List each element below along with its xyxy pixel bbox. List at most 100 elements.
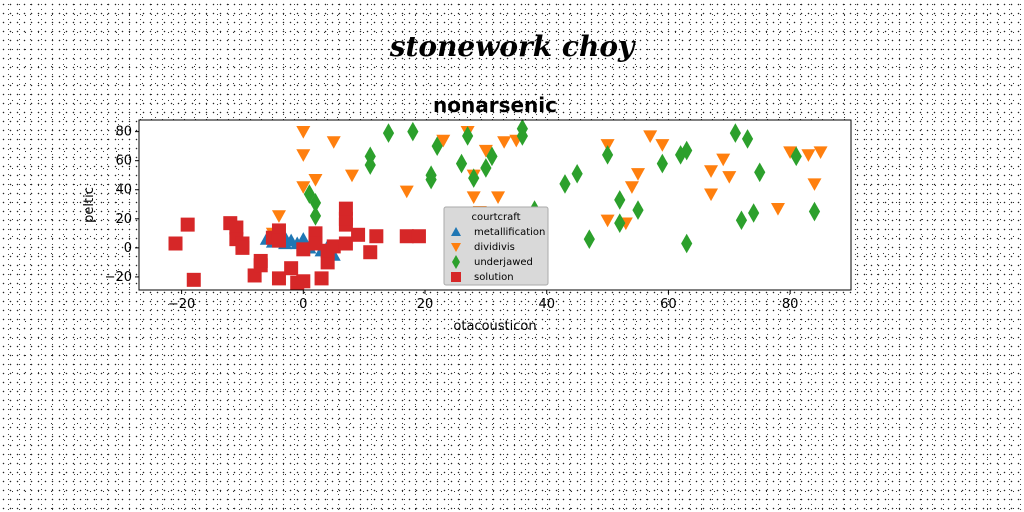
data-point xyxy=(790,146,802,167)
data-point xyxy=(704,188,719,202)
data-point xyxy=(296,126,311,139)
x-tick-label: 40 xyxy=(538,297,555,312)
data-point xyxy=(399,229,414,244)
data-point xyxy=(296,242,311,257)
data-point xyxy=(309,206,322,226)
data-point xyxy=(735,210,748,231)
data-point xyxy=(399,185,414,199)
data-point xyxy=(770,203,785,216)
legend-marker-underjawed xyxy=(452,255,460,269)
legend-label: underjawed xyxy=(474,257,533,268)
data-point xyxy=(364,155,376,175)
data-point xyxy=(466,191,481,205)
y-tick-label: 80 xyxy=(115,125,132,140)
legend-box xyxy=(443,206,549,286)
legend-title: courtcraft xyxy=(472,212,521,223)
data-point xyxy=(271,233,286,248)
data-point xyxy=(624,181,639,194)
data-point xyxy=(186,272,201,287)
data-point xyxy=(486,146,498,167)
y-tick-label: −20 xyxy=(105,270,132,285)
x-tick-label: 80 xyxy=(782,297,799,312)
data-point xyxy=(601,145,614,165)
data-point xyxy=(807,178,822,191)
data-point xyxy=(516,118,528,139)
data-point xyxy=(436,134,451,148)
chart-title: nonarsenic xyxy=(433,93,557,117)
legend-label: solution xyxy=(474,272,514,283)
figure-title: stonework choy xyxy=(389,30,635,63)
data-point xyxy=(478,144,493,158)
data-point xyxy=(382,123,395,143)
data-point xyxy=(722,171,737,184)
data-point xyxy=(632,200,644,220)
data-point xyxy=(308,236,323,251)
data-point xyxy=(411,229,426,244)
data-point xyxy=(729,123,741,143)
data-point xyxy=(583,229,595,249)
legend: courtcraft metallification dividivis under… xyxy=(443,206,549,286)
data-point xyxy=(351,227,366,242)
data-point xyxy=(284,261,299,276)
data-point xyxy=(480,158,492,178)
legend-marker-solution xyxy=(451,272,461,282)
data-point xyxy=(614,190,626,210)
data-point xyxy=(309,193,322,213)
data-point xyxy=(303,184,315,204)
y-tick-label: 0 xyxy=(124,241,132,256)
data-point xyxy=(681,140,693,161)
data-point xyxy=(407,121,419,142)
data-point xyxy=(559,174,571,194)
data-point xyxy=(614,213,626,233)
data-point xyxy=(808,201,821,222)
data-point xyxy=(468,168,480,188)
y-tick-label: 40 xyxy=(115,183,132,198)
data-point xyxy=(326,136,341,149)
data-point xyxy=(235,240,250,255)
data-point xyxy=(338,201,353,216)
series-solution xyxy=(168,201,426,290)
data-point xyxy=(431,136,443,156)
data-point xyxy=(338,236,353,251)
legend-label: metallification xyxy=(474,227,545,238)
data-point xyxy=(716,153,731,167)
legend-label: dividivis xyxy=(474,242,515,253)
data-point xyxy=(748,203,760,223)
data-point xyxy=(783,146,798,159)
data-point xyxy=(631,168,646,181)
y-axis-label: peltic xyxy=(82,187,97,223)
x-axis-label: otacousticon xyxy=(453,319,536,334)
x-tick-label: −20 xyxy=(168,297,195,312)
data-point xyxy=(497,136,512,149)
data-point xyxy=(168,236,183,251)
data-point xyxy=(369,229,384,244)
data-point xyxy=(813,146,828,159)
data-point xyxy=(675,145,687,165)
legend-marker-dividivis xyxy=(451,243,461,252)
data-point xyxy=(600,214,615,228)
data-point xyxy=(425,169,437,190)
data-point xyxy=(655,139,670,152)
data-point xyxy=(741,129,754,149)
data-point xyxy=(296,232,311,245)
data-point xyxy=(363,245,378,260)
data-point xyxy=(656,153,668,174)
data-point xyxy=(180,217,195,232)
data-point xyxy=(296,181,311,194)
data-point xyxy=(253,253,268,268)
data-point xyxy=(314,271,329,286)
data-point xyxy=(296,274,311,289)
data-point xyxy=(455,153,468,174)
data-point xyxy=(643,130,658,143)
legend-marker-metallification xyxy=(451,227,461,236)
data-point xyxy=(296,149,311,162)
data-point xyxy=(491,191,506,205)
data-point xyxy=(271,210,286,223)
data-point xyxy=(271,271,286,286)
data-point xyxy=(344,169,359,183)
data-point xyxy=(801,149,816,162)
data-point xyxy=(681,233,693,254)
x-tick-label: 0 xyxy=(299,297,307,312)
y-tick-label: 20 xyxy=(115,212,132,227)
